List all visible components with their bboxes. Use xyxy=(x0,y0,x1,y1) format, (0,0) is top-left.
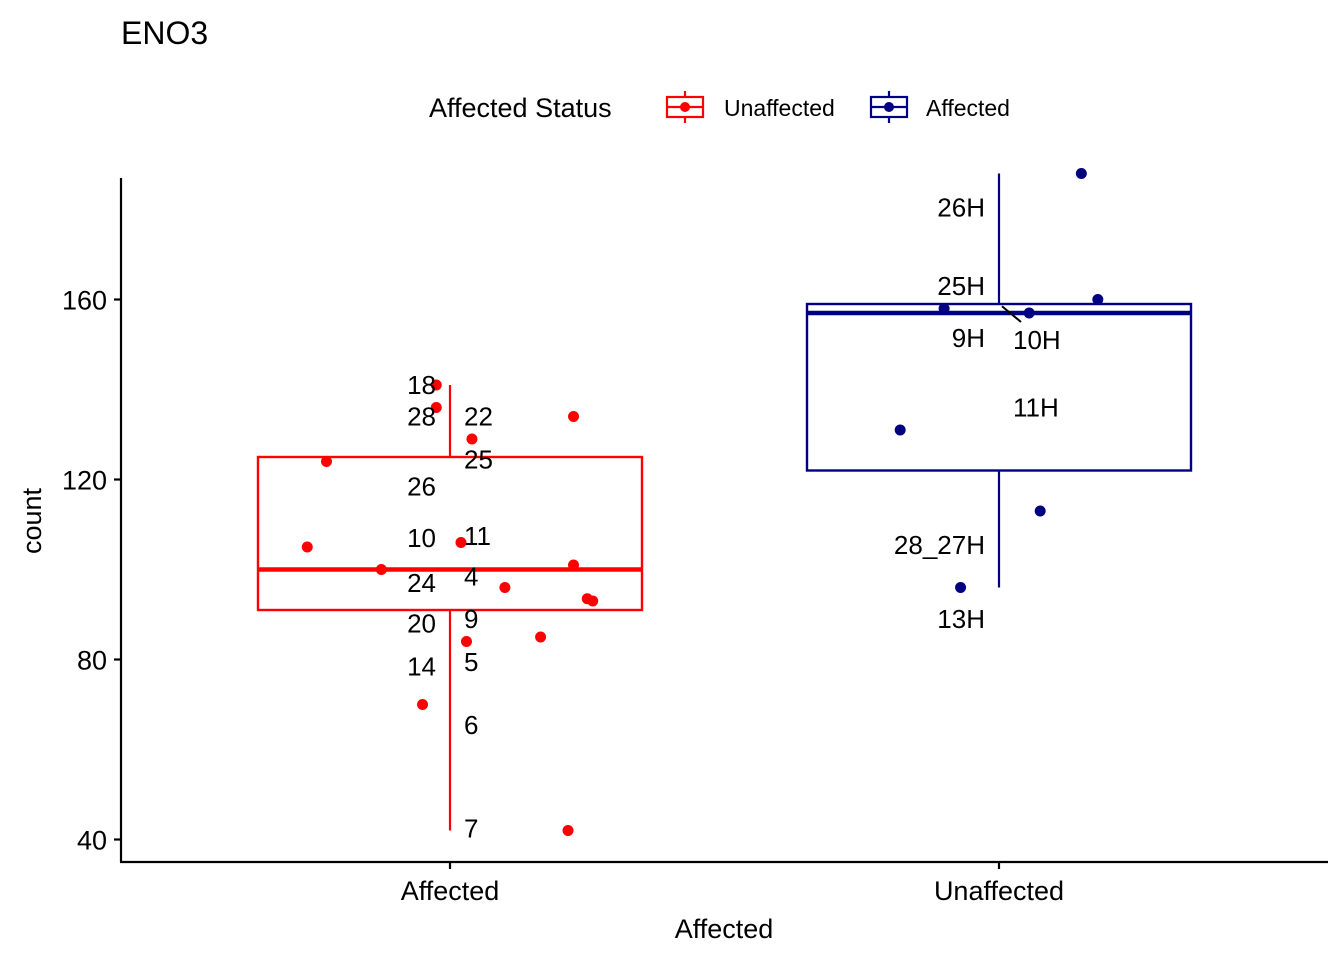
data-point-10h xyxy=(1023,307,1035,319)
y-tick-label-80: 80 xyxy=(77,646,107,676)
data-point-26 xyxy=(320,456,332,467)
x-axis-label: Affected xyxy=(675,914,774,944)
legend-entry-affected: Affected xyxy=(869,91,1010,123)
data-point-13h xyxy=(955,582,967,593)
data-point-14 xyxy=(460,636,472,647)
legend-key-point xyxy=(884,102,894,112)
x-tick-label-unaffected: Unaffected xyxy=(934,876,1064,906)
point-label-28: 28 xyxy=(407,402,436,432)
data-point-9 xyxy=(499,582,511,593)
data-point-19 xyxy=(587,595,599,607)
iqr-box xyxy=(256,455,644,612)
data-point-28 xyxy=(430,402,442,413)
y-tick-label-160: 160 xyxy=(62,286,107,316)
data-point-6 xyxy=(417,699,429,710)
data-point-4 xyxy=(568,559,580,571)
legend-key-affected xyxy=(869,91,909,123)
point-label-26h: 26H xyxy=(937,192,985,222)
point-label-11h: 11H xyxy=(1013,393,1059,423)
point-label-11: 11 xyxy=(464,521,491,551)
point-label-9h: 9H xyxy=(952,323,985,353)
point-label-9: 9 xyxy=(464,604,478,634)
group-affected: 18 22 28 25 26 11 10 4 24 9 20 5 14 6 7 xyxy=(256,370,644,843)
point-label-4: 4 xyxy=(464,561,478,591)
data-point-28-27h xyxy=(1034,505,1046,517)
point-label-14: 14 xyxy=(407,651,436,681)
point-label-25h: 25H xyxy=(937,271,985,301)
chart-title: ENO3 xyxy=(121,15,208,51)
data-point-22 xyxy=(568,411,580,422)
point-label-25: 25 xyxy=(464,444,493,474)
x-tick-label-affected: Affected xyxy=(401,876,500,906)
point-label-18: 18 xyxy=(407,370,436,400)
data-point-24 xyxy=(375,564,387,575)
point-label-26: 26 xyxy=(407,471,436,501)
point-label-20: 20 xyxy=(407,609,436,639)
point-label-28-27h: 28_27H xyxy=(894,530,985,560)
legend-entry-unaffected: Unaffected xyxy=(665,91,835,123)
group-unaffected: 26H 25H 9H 10H 11H 28_27H 13H xyxy=(805,168,1193,634)
x-axis-ticks: Affected Unaffected xyxy=(401,862,1064,906)
data-point-25 xyxy=(466,433,478,445)
point-label-6: 6 xyxy=(464,710,478,740)
point-label-22: 22 xyxy=(464,402,493,432)
y-tick-label-120: 120 xyxy=(62,466,107,496)
point-label-10h: 10H xyxy=(1013,325,1061,355)
data-point-7 xyxy=(562,825,574,836)
legend-key-point xyxy=(680,102,690,112)
legend-key-unaffected xyxy=(665,91,705,123)
data-point-18 xyxy=(430,379,442,391)
data-point-26h xyxy=(1075,168,1087,179)
data-point-25h xyxy=(1092,294,1104,305)
data-point-9h xyxy=(938,303,950,314)
legend: Affected Status Unaffected Affected xyxy=(429,91,1010,123)
legend-label: Affected xyxy=(926,95,1010,121)
point-label-13h: 13H xyxy=(937,604,985,634)
data-point-10 xyxy=(301,541,313,553)
data-point-11 xyxy=(455,537,467,548)
data-point-11h xyxy=(894,424,906,436)
label-leader-10h xyxy=(1001,305,1022,323)
point-label-7: 7 xyxy=(464,813,478,843)
y-tick-label-40: 40 xyxy=(77,826,107,856)
point-label-24: 24 xyxy=(407,568,436,598)
point-label-5: 5 xyxy=(464,647,478,677)
legend-title: Affected Status xyxy=(429,93,612,123)
iqr-box xyxy=(805,302,1193,472)
legend-label: Unaffected xyxy=(724,95,835,121)
data-point-5 xyxy=(535,631,547,643)
y-axis-label: count xyxy=(17,487,47,554)
y-axis-ticks: 40 80 120 160 xyxy=(62,286,121,856)
point-label-10: 10 xyxy=(407,523,436,553)
